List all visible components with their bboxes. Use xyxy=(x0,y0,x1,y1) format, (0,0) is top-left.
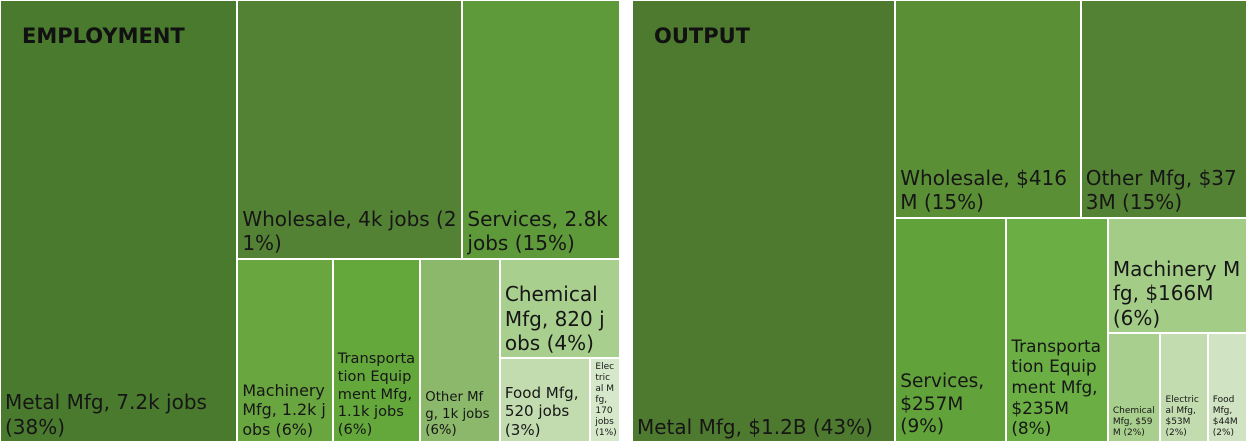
category-label: Transportation Equipment Mfg, xyxy=(337,350,416,403)
value-label: 1k jobs (6%) xyxy=(425,406,490,438)
value-label: 4k jobs (21%) xyxy=(242,207,457,256)
cell-label: Other Mfg, 1k jobs (6%) xyxy=(425,390,495,439)
cell-label: Wholesale, 4k jobs (21%) xyxy=(242,207,457,256)
cell-label: Services, 2.8k jobs (15%) xyxy=(467,207,615,256)
treemap-cell: Metal Mfg, $1.2B (43%) xyxy=(632,0,896,442)
value-label: 820 jobs (4%) xyxy=(504,306,605,355)
category-label: Chemical Mfg, xyxy=(504,282,598,331)
treemap-cell: Chemical Mfg, $59M (2%) xyxy=(1107,333,1161,442)
cell-label: Machinery Mfg, $166M (6%) xyxy=(1113,257,1242,330)
cell-label: Metal Mfg, $1.2B (43%) xyxy=(637,415,890,439)
category-label: Food Mfg, xyxy=(504,383,579,402)
treemap-cell: Transportation Equipment Mfg, 1.1k jobs … xyxy=(332,258,421,442)
category-label: Electrical Mfg, xyxy=(595,362,615,406)
cell-label: Wholesale, $416M (15%) xyxy=(900,166,1075,215)
value-label: $166M (6%) xyxy=(1112,281,1214,330)
category-label: Machinery Mfg, xyxy=(242,380,325,420)
category-label: Chemical Mfg, xyxy=(1112,406,1155,428)
category-label: Wholesale, xyxy=(242,207,352,232)
treemap-cell: Machinery Mfg, 1.2k jobs (6%) xyxy=(237,258,333,442)
chart-title: EMPLOYMENT xyxy=(22,24,185,48)
cell-label: Other Mfg, $373M (15%) xyxy=(1086,166,1242,215)
value-label: $416M (15%) xyxy=(900,165,1067,215)
treemap-cell: Services, $257M (9%) xyxy=(895,217,1007,442)
category-label: Transportation Equipment Mfg, xyxy=(1011,335,1102,398)
treemap-cell: Chemical Mfg, 820 jobs (4%) xyxy=(499,258,620,359)
value-label: $257M (9%) xyxy=(900,393,964,438)
treemap-cell: Other Mfg, 1k jobs (6%) xyxy=(420,258,500,442)
value-label: $373M (15%) xyxy=(1085,165,1237,215)
category-label: Food Mfg, xyxy=(1212,395,1235,417)
chart-title: OUTPUT xyxy=(654,24,750,48)
value-label: $1.2B (43%) xyxy=(748,414,873,439)
treemap-cell: Wholesale, 4k jobs (21%) xyxy=(237,0,463,259)
category-label: Metal Mfg, xyxy=(637,414,742,439)
treemap-cell: Electrical Mfg, $53M (2%) xyxy=(1160,333,1208,442)
treemap-cell: Services, 2.8k jobs (15%) xyxy=(462,0,620,259)
category-label: Other Mfg, xyxy=(425,390,484,422)
cell-label: Services, $257M (9%) xyxy=(900,371,1001,439)
cell-label: Metal Mfg, 7.2k jobs (38%) xyxy=(5,390,232,439)
cell-label: Food Mfg, $44M (2%) xyxy=(1213,395,1242,439)
value-label: $53M (2%) xyxy=(1165,417,1191,439)
treemap-cell: Other Mfg, $373M (15%) xyxy=(1080,0,1247,218)
value-label: $44M (2%) xyxy=(1212,417,1238,439)
cell-label: Chemical Mfg, $59M (2%) xyxy=(1113,406,1156,439)
cell-label: Electrical Mfg, $53M (2%) xyxy=(1165,395,1202,439)
value-label: 520 jobs (3%) xyxy=(504,402,570,439)
treemap-cell: Electrical Mfg, 170 jobs (1%) xyxy=(590,358,620,442)
category-label: Machinery Mfg, xyxy=(1112,257,1241,306)
cell-label: Food Mfg, 520 jobs (3%) xyxy=(505,384,586,439)
value-label: $59M (2%) xyxy=(1112,417,1153,439)
category-label: Wholesale, xyxy=(900,165,1010,190)
cell-label: Transportation Equipment Mfg, $235M (8%) xyxy=(1011,336,1103,439)
treemap-cell: Wholesale, $416M (15%) xyxy=(895,0,1081,218)
category-label: Metal Mfg, xyxy=(5,390,110,415)
category-label: Other Mfg, xyxy=(1085,165,1193,190)
value-label: 1.1k jobs (6%) xyxy=(337,403,404,439)
treemap-cell: Food Mfg, 520 jobs (3%) xyxy=(499,358,591,442)
value-label: 1.2k jobs (6%) xyxy=(242,400,326,439)
treemap-cell: Food Mfg, $44M (2%) xyxy=(1207,333,1247,442)
treemap-cell: Transportation Equipment Mfg, $235M (8%) xyxy=(1006,217,1108,442)
treemap-cell: Machinery Mfg, $166M (6%) xyxy=(1107,217,1247,334)
cell-label: Machinery Mfg, 1.2k jobs (6%) xyxy=(242,381,327,439)
value-label: 7.2k jobs (38%) xyxy=(5,390,207,439)
value-label: 170 jobs (1%) xyxy=(595,406,617,439)
cell-label: Transportation Equipment Mfg, 1.1k jobs … xyxy=(338,350,416,439)
value-label: $235M (8%) xyxy=(1011,397,1069,439)
treemap-panel: Metal Mfg, $1.2B (43%) Wholesale, $416M (… xyxy=(632,0,1247,442)
treemap-panel: Metal Mfg, 7.2k jobs (38%) Wholesale, 4k … xyxy=(0,0,620,442)
category-label: Services, xyxy=(467,207,559,232)
category-label: Electrical Mfg, xyxy=(1165,395,1199,417)
category-label: Services, xyxy=(900,371,985,393)
cell-label: Electrical Mfg, 170 jobs (1%) xyxy=(595,362,617,439)
treemap-cell: Metal Mfg, 7.2k jobs (38%) xyxy=(0,0,238,442)
cell-label: Chemical Mfg, 820 jobs (4%) xyxy=(505,282,615,355)
value-label: 2.8k jobs (15%) xyxy=(467,207,608,256)
